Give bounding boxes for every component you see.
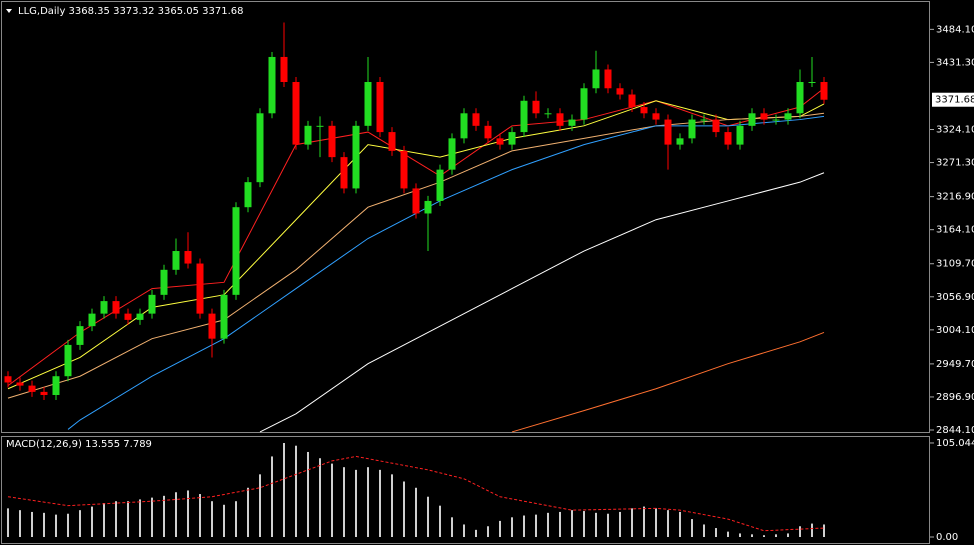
candle-body: [736, 125, 744, 145]
candle-body: [328, 125, 336, 158]
candle-body: [88, 313, 96, 327]
macd-tick-label: 105.044: [936, 438, 974, 449]
candle-body: [460, 113, 468, 139]
candle-body: [688, 119, 696, 139]
candle-body: [568, 119, 576, 126]
candle-body: [628, 94, 636, 108]
candle-body: [376, 82, 384, 133]
y-tick-label: 2844.10: [936, 425, 974, 436]
candle-body: [724, 132, 732, 145]
candle-body: [268, 56, 276, 114]
candle-body: [448, 138, 456, 170]
candle-body: [748, 113, 756, 126]
y-tick-label: 3431.30: [936, 57, 974, 68]
candle-body: [364, 82, 372, 126]
candle-body: [604, 69, 612, 89]
candle-body: [124, 313, 132, 320]
candle-body: [232, 207, 240, 295]
candle-body: [160, 269, 168, 295]
macd-signal: [7, 455, 825, 532]
candle-body: [532, 100, 540, 114]
candle-body: [148, 294, 156, 314]
candle-body: [16, 382, 24, 386]
candle-body: [52, 376, 60, 396]
price-tag-label: 3371.68: [935, 95, 974, 106]
candle-body: [64, 344, 72, 377]
candle-body: [580, 88, 588, 120]
candle-body: [352, 125, 360, 189]
y-tick-label: 2896.90: [936, 392, 974, 403]
y-tick-label: 3109.70: [936, 259, 974, 270]
candle-body: [292, 82, 300, 145]
candle-body: [388, 132, 396, 151]
candle-body: [496, 138, 504, 145]
candle-body: [340, 157, 348, 189]
candle-body: [112, 301, 120, 314]
menu-icon[interactable]: [6, 9, 12, 13]
candle-body: [700, 119, 708, 121]
candle-body: [136, 313, 144, 320]
macd-frame: [1, 436, 930, 544]
candle-body: [280, 56, 288, 83]
candle-body: [172, 251, 180, 270]
candle-body: [784, 113, 792, 120]
candle-body: [100, 301, 108, 314]
y-tick-label: 3324.10: [936, 125, 974, 136]
candle-body: [796, 82, 804, 114]
candle-body: [400, 150, 408, 189]
candle-body: [472, 113, 480, 126]
candle-body: [544, 113, 552, 115]
candle-body: [616, 88, 624, 95]
candle-body: [772, 119, 780, 121]
candle-body: [640, 107, 648, 114]
candle-body: [208, 313, 216, 339]
y-tick-label: 3484.10: [936, 24, 974, 35]
candle-body: [4, 376, 12, 383]
candle-body: [652, 113, 660, 120]
price-tag: [932, 92, 974, 107]
candle-body: [520, 100, 528, 133]
candle-body: [256, 113, 264, 183]
macd-tick-label: 0.00: [936, 532, 958, 543]
y-tick-label: 2949.70: [936, 359, 974, 370]
candle-body: [184, 251, 192, 264]
candle-body: [508, 132, 516, 145]
candle-body: [316, 125, 324, 127]
candle-body: [664, 119, 672, 145]
moving-average: [259, 172, 825, 433]
candle-body: [820, 82, 828, 100]
y-tick-label: 3004.10: [936, 325, 974, 336]
candle-body: [760, 113, 768, 120]
candle-body: [40, 391, 48, 396]
candle-body: [220, 294, 228, 339]
candle-body: [592, 69, 600, 89]
candle-body: [436, 169, 444, 201]
candle-body: [424, 200, 432, 214]
y-tick-label: 3056.90: [936, 292, 974, 303]
candle-body: [244, 182, 252, 208]
candle-body: [28, 385, 36, 392]
y-tick-label: 3164.10: [936, 225, 974, 236]
candle-body: [304, 125, 312, 145]
candle-body: [412, 188, 420, 214]
candle-body: [712, 119, 720, 133]
candle-body: [676, 138, 684, 145]
macd-title: MACD(12,26,9) 13.555 7.789: [6, 439, 152, 450]
y-tick-label: 3271.30: [936, 158, 974, 169]
chart-title: LLG,Daily 3368.35 3373.32 3365.05 3371.6…: [18, 6, 244, 17]
y-tick-label: 3216.90: [936, 192, 974, 203]
moving-average: [511, 331, 825, 433]
candle-body: [76, 326, 84, 345]
candle-body: [556, 113, 564, 126]
candle-body: [808, 82, 816, 84]
candle-body: [484, 125, 492, 139]
price-frame: [1, 1, 930, 433]
candle-body: [196, 263, 204, 314]
